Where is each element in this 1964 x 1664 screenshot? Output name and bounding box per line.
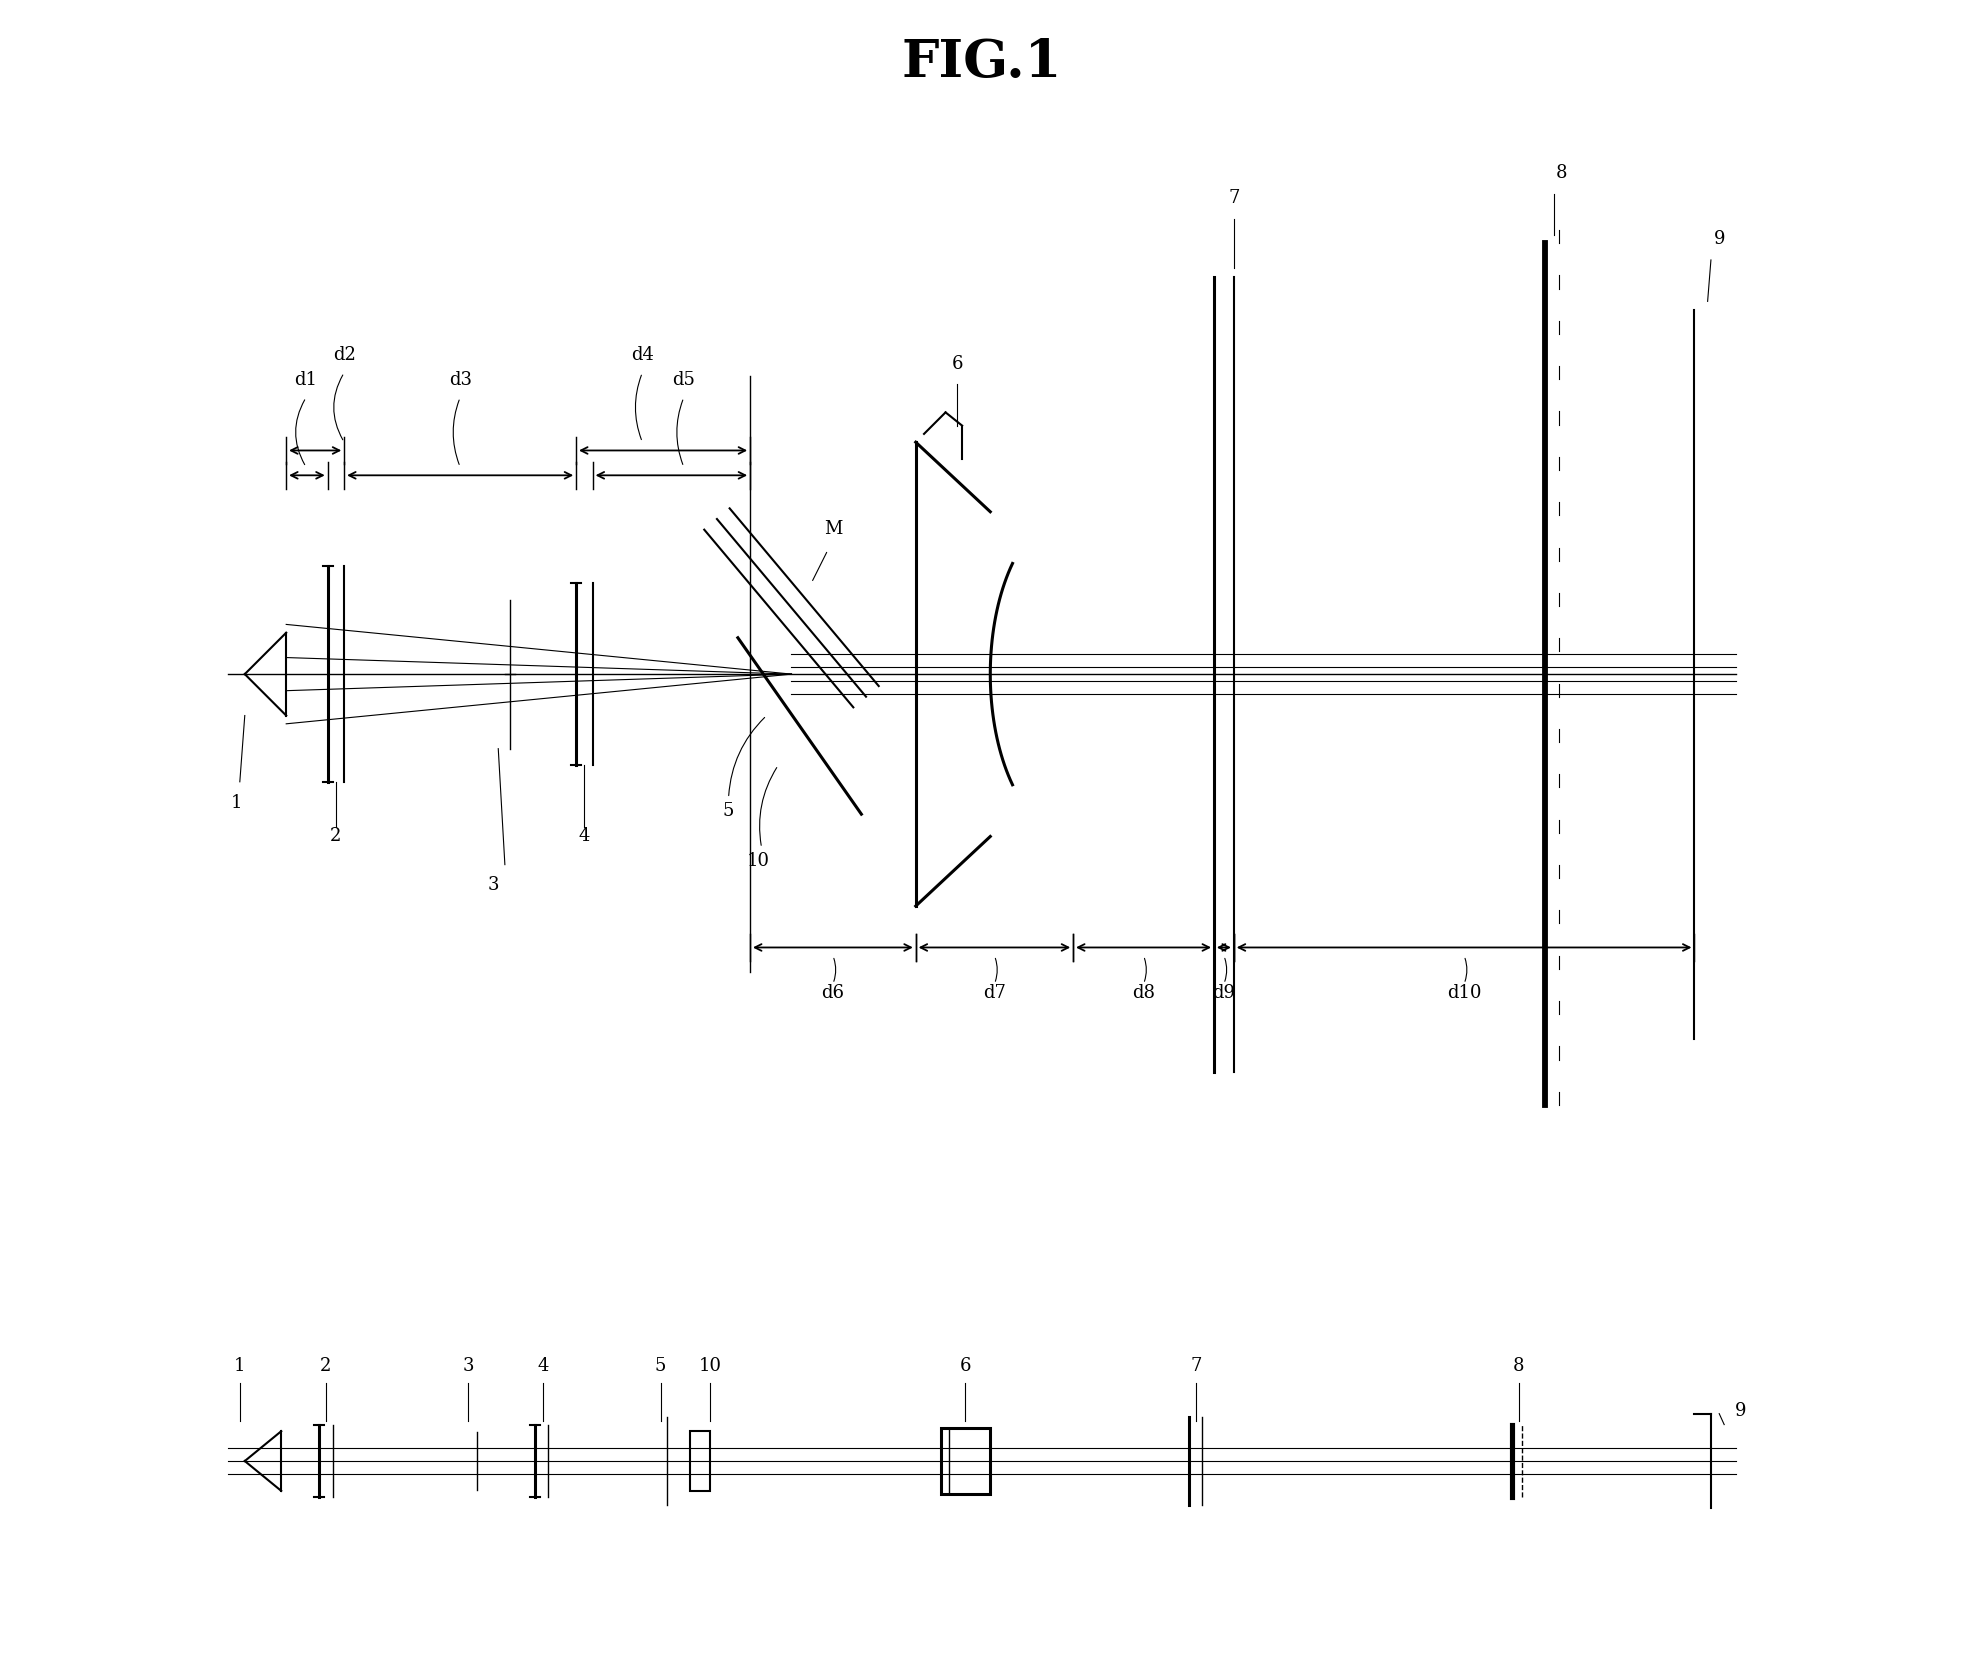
Text: 8: 8: [1555, 165, 1567, 181]
Text: 7: 7: [1190, 1356, 1202, 1374]
Text: d5: d5: [672, 371, 695, 389]
Text: 4: 4: [538, 1356, 548, 1374]
Text: d9: d9: [1212, 983, 1235, 1002]
Text: 1: 1: [230, 794, 242, 810]
Text: d6: d6: [821, 983, 845, 1002]
Text: 9: 9: [1734, 1401, 1746, 1419]
Text: d8: d8: [1131, 983, 1155, 1002]
Text: d2: d2: [332, 346, 355, 364]
Text: 8: 8: [1512, 1356, 1524, 1374]
Bar: [691, 1431, 711, 1491]
Text: d1: d1: [295, 371, 318, 389]
Text: d4: d4: [630, 346, 654, 364]
Text: 2: 2: [330, 827, 342, 844]
Text: d3: d3: [448, 371, 471, 389]
Text: 6: 6: [951, 354, 962, 373]
Text: 3: 3: [487, 875, 499, 894]
Text: 1: 1: [234, 1356, 246, 1374]
Text: 6: 6: [960, 1356, 970, 1374]
Bar: [941, 1428, 990, 1494]
Text: 2: 2: [320, 1356, 332, 1374]
Text: 10: 10: [699, 1356, 723, 1374]
Text: d7: d7: [984, 983, 1006, 1002]
Text: 9: 9: [1713, 230, 1724, 248]
Text: 5: 5: [654, 1356, 666, 1374]
Text: 10: 10: [746, 850, 770, 869]
Text: 5: 5: [723, 802, 735, 819]
Text: d10: d10: [1447, 983, 1481, 1002]
Text: 7: 7: [1228, 188, 1239, 206]
Text: M: M: [823, 519, 843, 537]
Text: 4: 4: [579, 827, 589, 844]
Text: FIG.1: FIG.1: [901, 37, 1063, 88]
Text: 3: 3: [464, 1356, 473, 1374]
